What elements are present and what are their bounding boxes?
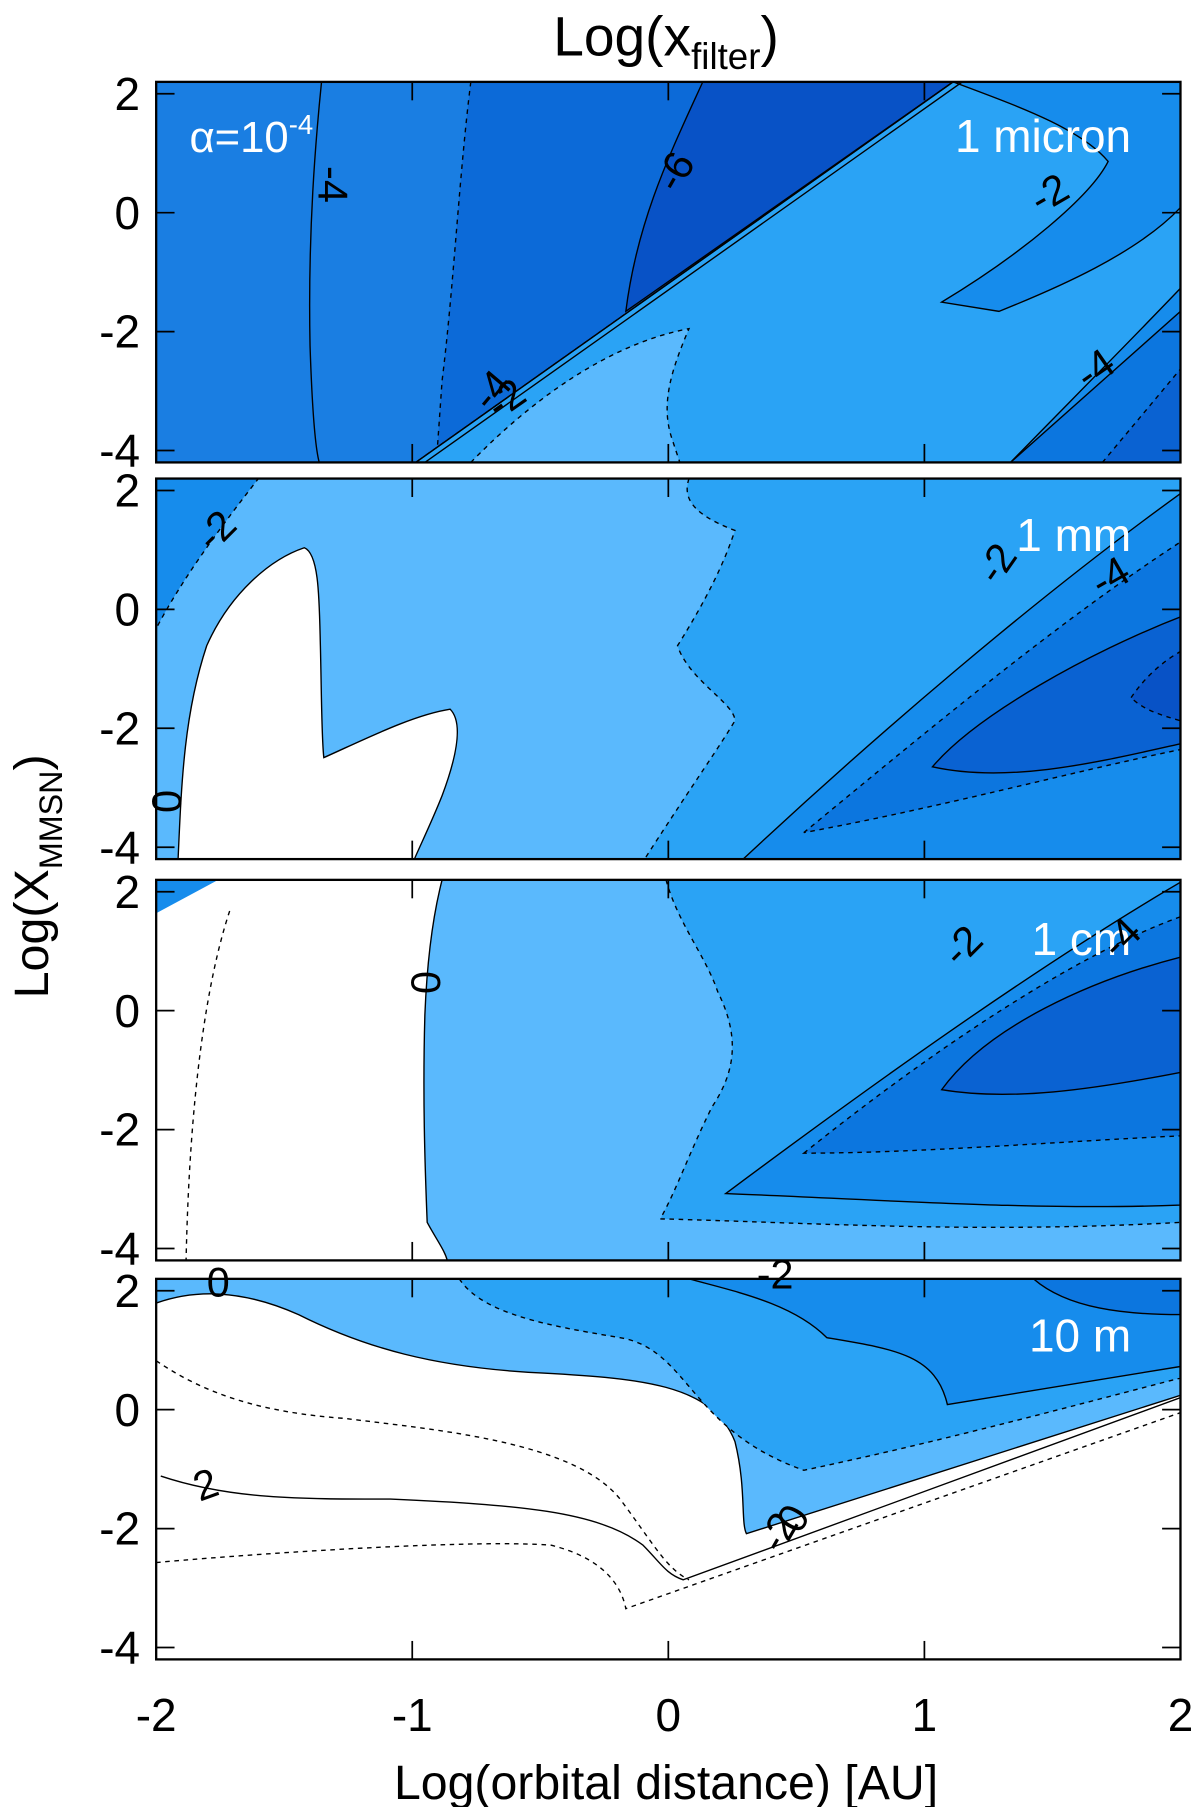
y-tick-label: 0 — [115, 583, 141, 635]
x-tick-label: 2 — [1168, 1689, 1194, 1741]
y-tick-label: -4 — [99, 425, 140, 477]
title-end: ) — [760, 5, 778, 67]
annotation-base: α=10 — [189, 113, 288, 162]
alpha-annotation: α=10-4 — [189, 109, 313, 163]
y-tick-label: 2 — [115, 866, 141, 918]
panel-frame — [155, 1277, 1182, 1661]
x-tick-label: 1 — [912, 1689, 938, 1741]
x-tick-label: -1 — [392, 1689, 433, 1741]
contour-panel — [156, 478, 1181, 860]
y-tick-label: -2 — [99, 1503, 140, 1555]
panel-label: 10 m — [1029, 1309, 1131, 1361]
title-sub: filter — [691, 36, 760, 77]
panel-label: 1 micron — [955, 110, 1131, 162]
y-tick-label: 2 — [115, 1265, 141, 1317]
panel-frame — [155, 80, 1182, 464]
y-tick-label: 2 — [115, 465, 141, 517]
chart-title: Log(xfilter) — [553, 5, 779, 77]
panel-frame — [155, 477, 1182, 861]
y-label-main: Log(X — [5, 869, 59, 998]
y-tick-label: 0 — [115, 1384, 141, 1436]
contour-panel — [156, 81, 1181, 463]
x-tick-label: -2 — [136, 1689, 177, 1741]
y-tick-label: -2 — [99, 306, 140, 358]
y-tick-label: 2 — [115, 68, 141, 120]
contour-label: -4 — [310, 166, 356, 203]
y-tick-label: -4 — [99, 821, 140, 873]
annotation-exponent: -4 — [289, 109, 314, 140]
panel-label: 1 mm — [1016, 509, 1131, 561]
contour-panel — [156, 1278, 1181, 1660]
contour-label: 0 — [144, 790, 190, 813]
y-tick-label: 0 — [115, 187, 141, 239]
y-label-end: ) — [5, 754, 59, 770]
contour-label: -2 — [757, 1252, 794, 1298]
y-tick-label: -2 — [99, 1104, 140, 1156]
x-axis-label: Log(orbital distance) [AU] — [394, 1756, 938, 1807]
x-tick-label: 0 — [656, 1689, 682, 1741]
title-main: Log(x — [553, 5, 691, 67]
contour-label: 0 — [403, 971, 449, 994]
y-tick-label: 0 — [115, 985, 141, 1037]
y-label-sub: MMSN — [33, 771, 69, 870]
contour-label: 0 — [207, 1260, 230, 1306]
contour-panel — [156, 879, 1181, 1261]
panel-label: 1 cm — [1032, 913, 1132, 965]
y-tick-label: -2 — [99, 702, 140, 754]
y-axis-label: Log(XMMSN) — [5, 754, 69, 998]
y-tick-label: -4 — [99, 1622, 140, 1674]
y-tick-label: -4 — [99, 1223, 140, 1275]
panel-frame — [155, 878, 1182, 1262]
